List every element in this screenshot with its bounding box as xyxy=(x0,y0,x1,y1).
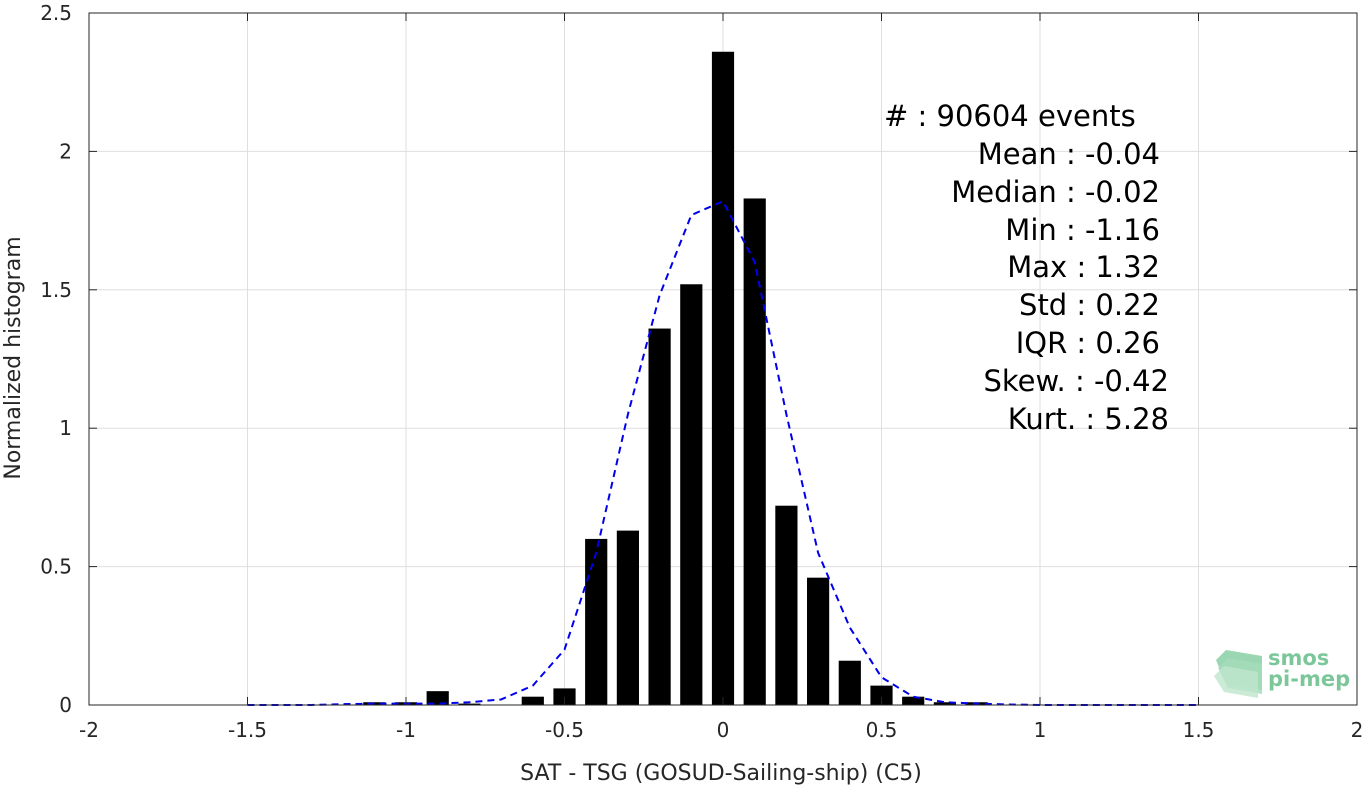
bar-3 xyxy=(458,703,481,705)
stat-std: Std : 0.22 xyxy=(1019,288,1160,322)
x-tick-label-1: -1.5 xyxy=(228,718,267,742)
stat-mean: Mean : -0.04 xyxy=(978,137,1160,171)
smos-pimep-logo: smos pi-mep xyxy=(1214,646,1350,698)
bar-15 xyxy=(870,685,893,705)
bar-11 xyxy=(743,198,766,705)
bar-14 xyxy=(838,660,861,705)
x-tick-label-4: 0 xyxy=(717,718,730,742)
bar-10 xyxy=(711,51,735,705)
bar-16 xyxy=(902,696,925,705)
y-tick-label-4: 2 xyxy=(59,139,72,163)
x-tick-label-5: 0.5 xyxy=(866,718,898,742)
y-axis-label: Normalized histogram xyxy=(1,236,26,479)
y-tick-label-0: 0 xyxy=(59,693,72,717)
y-tick-label-3: 1.5 xyxy=(40,278,72,302)
stat-kurt: Kurt. : 5.28 xyxy=(1008,402,1169,436)
tick-labels: -2 -1.5 -1 -0.5 0 0.5 1 1.5 2 0 0.5 1 1.5 2 2.5 xyxy=(40,1,1363,742)
axes xyxy=(88,12,1358,706)
x-tick-label-7: 1.5 xyxy=(1183,718,1215,742)
x-axis-label: SAT - TSG (GOSUD-Sailing-ship) (C5) xyxy=(520,761,922,786)
x-tick-label-0: -2 xyxy=(79,718,99,742)
stat-max: Max : 1.32 xyxy=(1007,250,1160,284)
bar-5 xyxy=(553,688,576,705)
bar-8 xyxy=(648,328,671,705)
stat-skew: Skew. : -0.42 xyxy=(983,364,1169,398)
bar-9 xyxy=(680,284,703,705)
logo-mark-icon xyxy=(1214,650,1262,698)
x-tick-label-8: 2 xyxy=(1351,718,1364,742)
logo-text-smos: smos xyxy=(1268,646,1329,670)
y-tick-label-5: 2.5 xyxy=(40,1,72,25)
bar-6 xyxy=(585,538,608,705)
bar-7 xyxy=(616,530,639,705)
histogram-bars xyxy=(363,51,988,705)
stat-min: Min : -1.16 xyxy=(1005,213,1160,247)
y-tick-label-1: 0.5 xyxy=(40,555,72,579)
logo-text-pimep: pi-mep xyxy=(1268,667,1350,691)
bar-4 xyxy=(521,696,544,705)
x-tick-label-2: -1 xyxy=(396,718,416,742)
bar-13 xyxy=(807,577,830,705)
bar-17 xyxy=(933,702,956,705)
x-tick-label-3: -0.5 xyxy=(545,718,584,742)
y-tick-label-2: 1 xyxy=(59,416,72,440)
x-tick-label-6: 1 xyxy=(1034,718,1047,742)
stat-iqr: IQR : 0.26 xyxy=(1016,326,1160,360)
bar-2 xyxy=(426,691,449,705)
stat-events: # : 90604 events xyxy=(884,99,1136,133)
bar-12 xyxy=(775,505,798,705)
stats-annotation: # : 90604 events Mean : -0.04 Median : -… xyxy=(884,99,1169,436)
stat-median: Median : -0.02 xyxy=(951,175,1160,209)
